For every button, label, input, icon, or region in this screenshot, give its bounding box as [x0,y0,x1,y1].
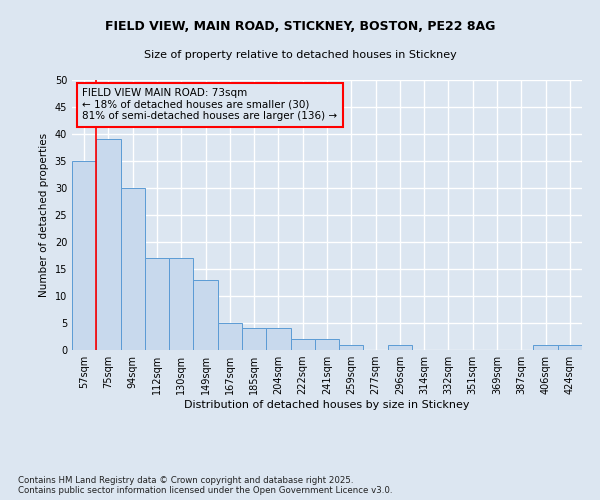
Bar [290,339,315,350]
Bar [72,161,96,350]
Bar [558,344,582,350]
X-axis label: Distribution of detached houses by size in Stickney: Distribution of detached houses by size … [184,400,470,410]
Bar [315,339,339,350]
Bar [266,328,290,350]
Text: FIELD VIEW MAIN ROAD: 73sqm
← 18% of detached houses are smaller (30)
81% of sem: FIELD VIEW MAIN ROAD: 73sqm ← 18% of det… [82,88,337,122]
Bar [145,258,169,350]
Bar [533,344,558,350]
Bar [339,344,364,350]
Bar [242,328,266,350]
Bar [193,280,218,350]
Bar [388,344,412,350]
Bar [121,188,145,350]
Bar [169,258,193,350]
Text: Size of property relative to detached houses in Stickney: Size of property relative to detached ho… [143,50,457,60]
Y-axis label: Number of detached properties: Number of detached properties [39,133,49,297]
Bar [218,323,242,350]
Text: Contains HM Land Registry data © Crown copyright and database right 2025.
Contai: Contains HM Land Registry data © Crown c… [18,476,392,495]
Bar [96,140,121,350]
Text: FIELD VIEW, MAIN ROAD, STICKNEY, BOSTON, PE22 8AG: FIELD VIEW, MAIN ROAD, STICKNEY, BOSTON,… [105,20,495,33]
